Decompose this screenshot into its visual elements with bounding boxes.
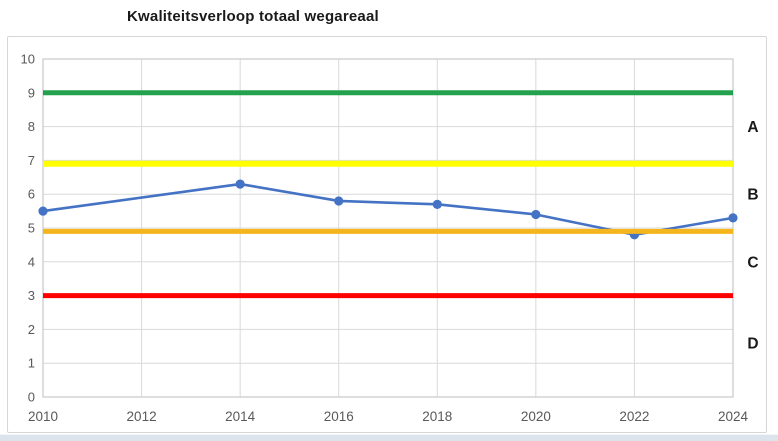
x-tick-label: 2024 (718, 409, 749, 424)
band-label-A: A (747, 119, 758, 136)
bottom-strip (0, 434, 778, 441)
y-tick-label: 3 (28, 288, 35, 303)
y-tick-label: 4 (28, 254, 35, 269)
plot-border (42, 58, 734, 398)
series-marker (235, 179, 245, 189)
series-marker (728, 213, 738, 223)
series-line (42, 182, 734, 237)
band-label-C: C (747, 254, 758, 271)
y-tick-label: 2 (28, 322, 35, 337)
x-tick-label: 2014 (225, 409, 256, 424)
x-tick-label: 2022 (619, 409, 649, 424)
x-tick-label: 2018 (422, 409, 452, 424)
y-tick-label: 0 (28, 390, 35, 405)
y-tick-label: 7 (28, 153, 35, 168)
band-label-B: B (747, 187, 758, 204)
x-tick-label: 2020 (521, 409, 551, 424)
x-tick-label: 2010 (28, 409, 58, 424)
y-tick-label: 9 (28, 85, 35, 100)
y-tick-label: 1 (28, 356, 35, 371)
series-marker (432, 199, 442, 209)
y-tick-label: 6 (28, 187, 35, 202)
series-marker (334, 196, 344, 206)
band-label-D: D (747, 335, 758, 352)
series-marker (38, 206, 48, 216)
x-tick-label: 2016 (324, 409, 354, 424)
y-tick-label: 8 (28, 119, 35, 134)
chart-title: Kwaliteitsverloop totaal wegareaal (127, 8, 379, 25)
y-tick-label: 5 (28, 221, 35, 236)
x-tick-label: 2012 (127, 409, 157, 424)
series-marker (531, 209, 541, 220)
y-tick-label: 10 (21, 52, 35, 67)
